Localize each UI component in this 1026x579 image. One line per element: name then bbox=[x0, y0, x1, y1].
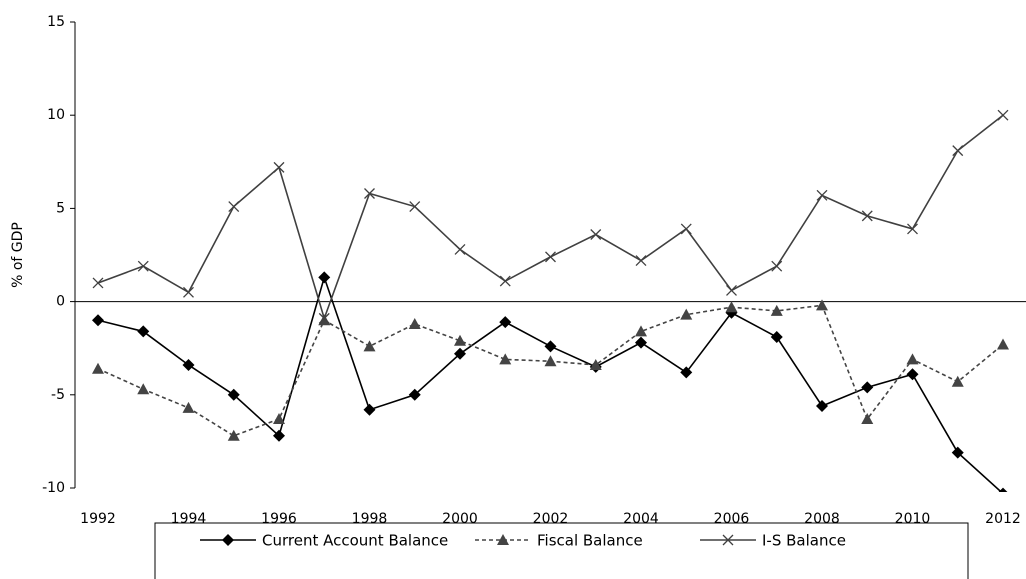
data-point bbox=[997, 338, 1009, 350]
data-point bbox=[726, 284, 737, 296]
data-point bbox=[499, 275, 511, 287]
data-point bbox=[906, 368, 919, 381]
x-tick-label: 2002 bbox=[533, 511, 569, 527]
x-tick-label: 2012 bbox=[985, 511, 1021, 527]
data-point bbox=[318, 271, 331, 284]
x-tick-label: 1994 bbox=[171, 511, 207, 527]
y-tick-label: 15 bbox=[47, 14, 65, 30]
data-point bbox=[408, 317, 421, 329]
data-point bbox=[816, 299, 828, 311]
data-point bbox=[92, 277, 104, 289]
data-point bbox=[454, 243, 466, 255]
data-point bbox=[273, 161, 285, 173]
data-point bbox=[589, 358, 602, 370]
data-point bbox=[951, 446, 964, 459]
y-tick-label: -5 bbox=[51, 387, 65, 403]
data-point bbox=[635, 336, 647, 349]
data-point bbox=[590, 229, 602, 240]
data-point bbox=[680, 223, 692, 235]
data-point bbox=[997, 109, 1009, 121]
data-point bbox=[92, 362, 104, 374]
data-point bbox=[363, 340, 376, 352]
data-point bbox=[273, 429, 285, 442]
data-point bbox=[770, 304, 783, 316]
y-tick-label: 0 bbox=[56, 294, 65, 310]
series-line bbox=[97, 114, 1004, 321]
data-point bbox=[906, 353, 919, 365]
data-point bbox=[680, 366, 693, 379]
data-point bbox=[544, 340, 557, 353]
x-tick-label: 1996 bbox=[261, 511, 297, 527]
data-point bbox=[137, 383, 150, 395]
y-tick-label: 10 bbox=[47, 107, 65, 123]
data-point bbox=[725, 301, 738, 313]
data-point bbox=[816, 189, 828, 201]
x-tick-label: 2010 bbox=[895, 511, 931, 527]
data-point bbox=[952, 145, 964, 157]
legend-marker bbox=[722, 534, 734, 546]
data-point bbox=[363, 403, 376, 416]
data-point bbox=[861, 210, 873, 222]
data-point bbox=[92, 314, 104, 327]
data-point bbox=[137, 260, 149, 272]
y-tick-label: -10 bbox=[42, 480, 65, 496]
legend-box bbox=[154, 522, 969, 579]
data-point bbox=[454, 347, 466, 360]
data-point bbox=[364, 188, 375, 199]
data-point bbox=[499, 353, 512, 365]
x-tick-label: 2000 bbox=[442, 511, 478, 527]
data-point bbox=[182, 401, 195, 413]
data-point bbox=[680, 308, 693, 320]
data-point bbox=[861, 413, 874, 425]
data-point bbox=[454, 334, 466, 346]
data-point bbox=[998, 487, 1008, 492]
y-tick-label: 5 bbox=[56, 200, 65, 216]
legend-label: Fiscal Balance bbox=[537, 532, 643, 550]
x-tick-label: 1998 bbox=[352, 511, 388, 527]
legend-marker bbox=[222, 534, 234, 546]
data-point bbox=[635, 255, 647, 267]
plot-area bbox=[92, 109, 1009, 492]
x-tick-label: 1992 bbox=[80, 511, 116, 527]
data-point bbox=[951, 375, 964, 387]
data-point bbox=[137, 325, 150, 338]
data-point bbox=[227, 429, 240, 441]
data-point bbox=[544, 355, 557, 367]
data-point bbox=[228, 201, 240, 212]
data-point bbox=[771, 260, 783, 272]
y-axis-label: % of GDP bbox=[10, 222, 26, 288]
data-point bbox=[635, 325, 647, 337]
data-point bbox=[408, 388, 421, 401]
data-point bbox=[409, 201, 421, 212]
data-point bbox=[183, 286, 194, 298]
data-point bbox=[907, 223, 918, 235]
data-point bbox=[545, 251, 556, 263]
x-tick-label: 2006 bbox=[714, 511, 750, 527]
data-point bbox=[227, 388, 240, 401]
data-point bbox=[816, 399, 828, 412]
data-point bbox=[770, 331, 783, 344]
data-point bbox=[273, 413, 285, 425]
x-tick-label: 2008 bbox=[804, 511, 840, 527]
legend-label: I-S Balance bbox=[762, 532, 846, 550]
data-point bbox=[182, 358, 195, 371]
legend-label: Current Account Balance bbox=[262, 532, 448, 550]
legend-marker bbox=[497, 534, 509, 545]
data-point bbox=[318, 312, 330, 324]
data-point bbox=[861, 381, 874, 394]
data-point bbox=[499, 316, 512, 329]
x-tick-label: 2004 bbox=[623, 511, 659, 527]
